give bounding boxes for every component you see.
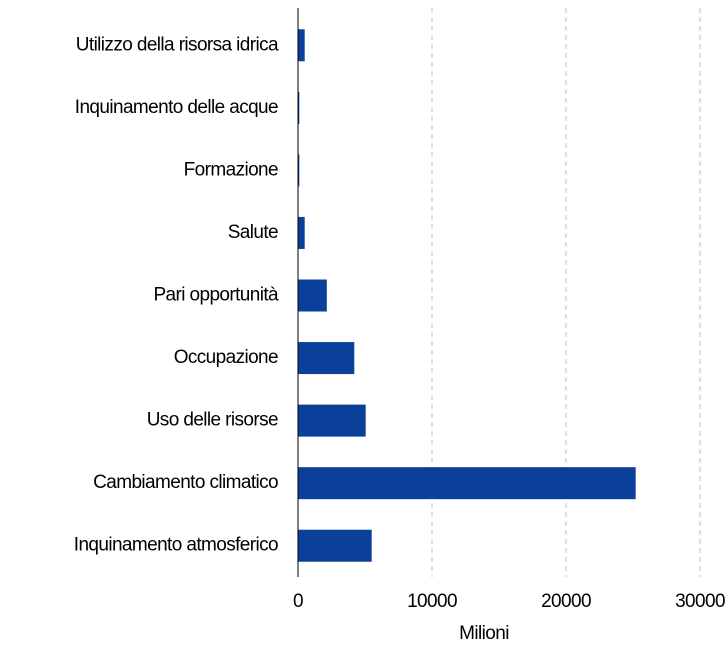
- y-tick-label: Utilizzo della risorsa idrica: [76, 34, 279, 55]
- y-tick-label: Inquinamento delle acque: [75, 97, 278, 118]
- y-tick-label: Cambiamento climatico: [93, 472, 278, 493]
- y-tick-label: Pari opportunità: [153, 285, 279, 306]
- x-tick-label: 10000: [407, 591, 457, 612]
- x-axis-label: Milioni: [459, 623, 509, 644]
- y-tick-label: Salute: [228, 222, 278, 243]
- bar: [298, 529, 372, 562]
- bar: [298, 154, 300, 187]
- bar: [298, 29, 305, 62]
- bar: [298, 216, 305, 249]
- bar: [298, 91, 300, 124]
- y-tick-label: Inquinamento atmosferico: [74, 535, 278, 556]
- y-tick-label: Formazione: [184, 159, 278, 180]
- bar: [298, 467, 636, 500]
- x-tick-label: 20000: [541, 591, 591, 612]
- bar: [298, 342, 355, 375]
- bar: [298, 279, 327, 312]
- x-tick-label: 30000: [675, 591, 725, 612]
- y-tick-label: Occupazione: [174, 347, 278, 368]
- bar: [298, 404, 366, 437]
- x-tick-label: 0: [293, 591, 303, 612]
- y-tick-label: Uso delle risorse: [147, 410, 278, 431]
